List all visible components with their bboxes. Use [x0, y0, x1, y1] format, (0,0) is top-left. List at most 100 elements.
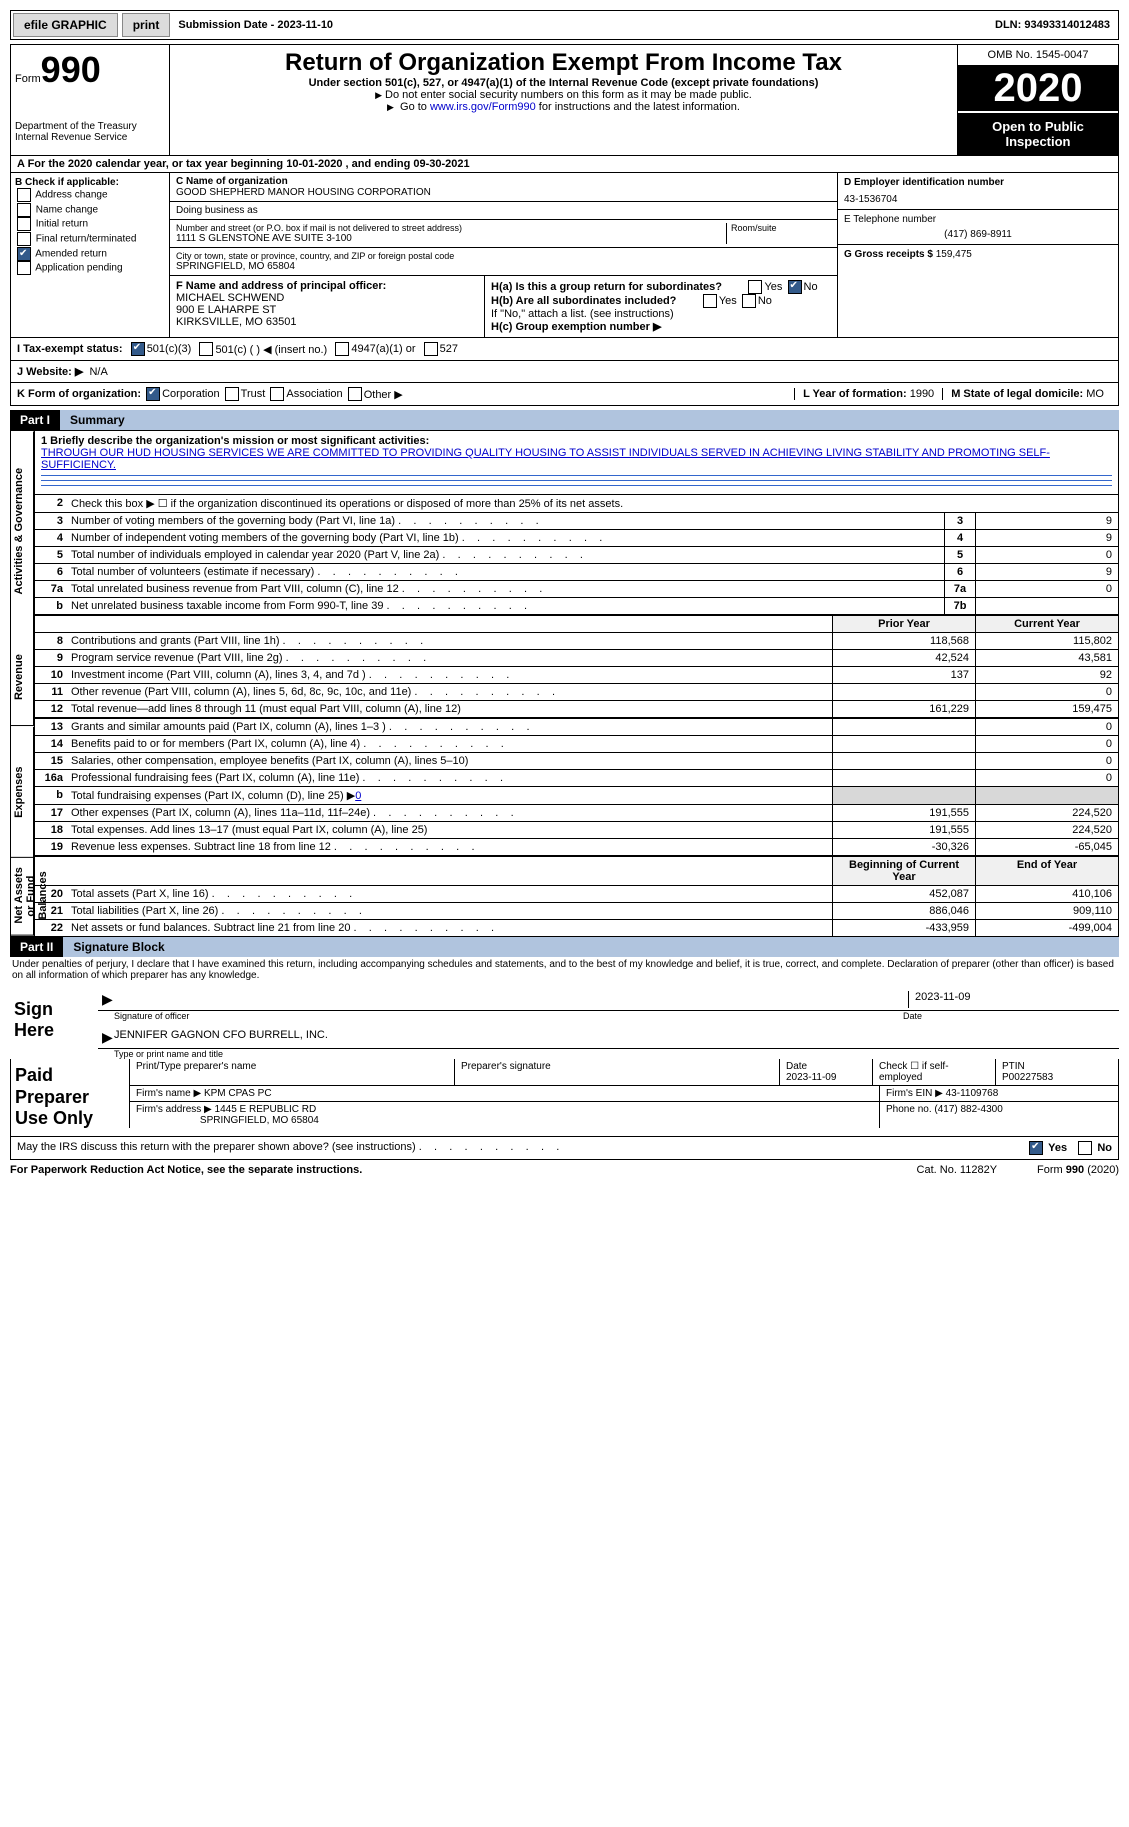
mission-text: THROUGH OUR HUD HOUSING SERVICES WE ARE …: [41, 447, 1112, 471]
line-9: 9Program service revenue (Part VIII, lin…: [35, 650, 1118, 667]
org-form-row: K Form of organization: Corporation Trus…: [10, 383, 1119, 406]
line-20: 20Total assets (Part X, line 16)452,0874…: [35, 886, 1118, 903]
col-b-header: B Check if applicable:: [15, 177, 165, 188]
firm-phone: (417) 882-4300: [934, 1104, 1002, 1115]
firm-addr2: SPRINGFIELD, MO 65804: [200, 1115, 319, 1126]
year-formation: 1990: [910, 388, 934, 400]
line-5: 5Total number of individuals employed in…: [35, 547, 1118, 564]
omb-number: OMB No. 1545-0047: [958, 45, 1118, 66]
column-c: C Name of organization GOOD SHEPHERD MAN…: [170, 173, 837, 337]
discuss-no: [1078, 1141, 1092, 1155]
line-7b: bNet unrelated business taxable income f…: [35, 598, 1118, 616]
street-address: 1111 S GLENSTONE AVE SUITE 3-100: [176, 233, 726, 244]
line-3: 3Number of voting members of the governi…: [35, 513, 1118, 530]
summary-body: Activities & Governance Revenue Expenses…: [10, 430, 1119, 937]
officer-name: MICHAEL SCHWEND: [176, 292, 478, 304]
dept-treasury: Department of the Treasury Internal Reve…: [15, 121, 165, 143]
phone-value: (417) 869-8911: [844, 229, 1112, 240]
line-13: 13Grants and similar amounts paid (Part …: [35, 719, 1118, 736]
ein-value: 43-1536704: [844, 194, 1112, 205]
line-16a: 16aProfessional fundraising fees (Part I…: [35, 770, 1118, 787]
form-header: Form990 Department of the Treasury Inter…: [10, 44, 1119, 156]
chk-name: Name change: [15, 203, 165, 218]
sig-officer-line: ▶ 2023-11-09: [98, 989, 1119, 1011]
form-subtitle: Under section 501(c), 527, or 4947(a)(1)…: [174, 77, 953, 89]
tax-status-row: I Tax-exempt status: 501(c)(3) 501(c) ( …: [10, 338, 1119, 361]
chk-trust: [225, 387, 239, 401]
chk-527: [424, 342, 438, 356]
efile-button[interactable]: efile GRAPHIC: [13, 13, 118, 37]
chk-501c3: [131, 342, 145, 356]
page-footer: For Paperwork Reduction Act Notice, see …: [10, 1160, 1119, 1180]
instr-link: Go to www.irs.gov/Form990 for instructio…: [174, 101, 953, 113]
chk-other: [348, 387, 362, 401]
line-15: 15Salaries, other compensation, employee…: [35, 753, 1118, 770]
prep-row-1: Print/Type preparer's name Preparer's si…: [129, 1059, 1118, 1086]
part1-header: Part I Summary: [10, 410, 1119, 430]
line-22: 22Net assets or fund balances. Subtract …: [35, 920, 1118, 936]
website-row: J Website: ▶ N/A: [10, 361, 1119, 383]
vtab-governance: Activities & Governance: [11, 431, 34, 630]
line-6: 6Total number of volunteers (estimate if…: [35, 564, 1118, 581]
firm-addr1: 1445 E REPUBLIC RD: [215, 1104, 317, 1115]
cat-no: Cat. No. 11282Y: [917, 1164, 998, 1176]
form-footer: Form 990 (2020): [1037, 1164, 1119, 1176]
prep-row-3: Firm's address ▶ 1445 E REPUBLIC RD SPRI…: [129, 1102, 1118, 1128]
dln-label: DLN: 93493314012483: [995, 19, 1118, 31]
hb-question: H(b) Are all subordinates included? Yes …: [491, 294, 831, 308]
open-inspection: Open to Public Inspection: [958, 113, 1118, 155]
firm-name: KPM CPAS PC: [204, 1088, 272, 1099]
chk-final: Final return/terminated: [15, 232, 165, 247]
chk-501c: [199, 342, 213, 356]
org-name: GOOD SHEPHERD MANOR HOUSING CORPORATION: [176, 187, 831, 198]
dba-row: Doing business as: [170, 202, 837, 220]
ptin-value: P00227583: [1002, 1072, 1053, 1083]
irs-link[interactable]: www.irs.gov/Form990: [430, 101, 536, 113]
sig-name-line: ▶ JENNIFER GAGNON CFO BURRELL, INC.: [98, 1027, 1119, 1049]
top-toolbar: efile GRAPHIC print Submission Date - 20…: [10, 10, 1119, 40]
prep-row-2: Firm's name ▶ KPM CPAS PC Firm's EIN ▶ 4…: [129, 1086, 1118, 1102]
chk-address: Address change: [15, 188, 165, 203]
line-17: 17Other expenses (Part IX, column (A), l…: [35, 805, 1118, 822]
hb-note: If "No," attach a list. (see instruction…: [491, 308, 831, 320]
line-11: 11Other revenue (Part VIII, column (A), …: [35, 684, 1118, 701]
vtab-revenue: Revenue: [11, 630, 34, 726]
gross-value: 159,475: [936, 249, 972, 260]
chk-corp: [146, 387, 160, 401]
paid-preparer-block: Paid Preparer Use Only Print/Type prepar…: [10, 1059, 1119, 1137]
line-19: 19Revenue less expenses. Subtract line 1…: [35, 839, 1118, 857]
part2-title: Signature Block: [63, 937, 1119, 957]
officer-label: F Name and address of principal officer:: [176, 280, 478, 292]
form-word: Form: [15, 73, 41, 85]
form-title: Return of Organization Exempt From Incom…: [174, 49, 953, 77]
discuss-row: May the IRS discuss this return with the…: [10, 1137, 1119, 1160]
chk-initial: Initial return: [15, 217, 165, 232]
form-number: 990: [41, 49, 101, 90]
officer-name-title: JENNIFER GAGNON CFO BURRELL, INC.: [114, 1029, 1115, 1046]
discuss-yes: [1029, 1141, 1043, 1155]
line-18: 18Total expenses. Add lines 13–17 (must …: [35, 822, 1118, 839]
tax-year-line: A For the 2020 calendar year, or tax yea…: [10, 156, 1119, 173]
pra-notice: For Paperwork Reduction Act Notice, see …: [10, 1164, 362, 1176]
officer-addr2: KIRKSVILLE, MO 63501: [176, 316, 478, 328]
chk-amended: Amended return: [15, 247, 165, 262]
chk-pending: Application pending: [15, 261, 165, 276]
header-center: Return of Organization Exempt From Incom…: [170, 45, 957, 155]
city-state-zip: SPRINGFIELD, MO 65804: [176, 261, 831, 272]
city-row: City or town, state or province, country…: [170, 248, 837, 275]
vtab-net-assets: Net Assets or Fund Balances: [11, 857, 34, 936]
ha-question: H(a) Is this a group return for subordin…: [491, 280, 831, 294]
line-10: 10Investment income (Part VIII, column (…: [35, 667, 1118, 684]
hc-question: H(c) Group exemption number ▶: [491, 320, 831, 333]
line-12: 12Total revenue—add lines 8 through 11 (…: [35, 701, 1118, 719]
phone-cell: E Telephone number (417) 869-8911: [838, 210, 1118, 245]
header-left: Form990 Department of the Treasury Inter…: [11, 45, 170, 155]
vtab-expenses: Expenses: [11, 727, 34, 858]
line-4: 4Number of independent voting members of…: [35, 530, 1118, 547]
summary-content: 1 Briefly describe the organization's mi…: [35, 431, 1118, 936]
print-button[interactable]: print: [122, 13, 171, 37]
mission-block: 1 Briefly describe the organization's mi…: [35, 431, 1118, 495]
line-8: 8Contributions and grants (Part VIII, li…: [35, 633, 1118, 650]
line-14: 14Benefits paid to or for members (Part …: [35, 736, 1118, 753]
line-2: 2Check this box ▶ ☐ if the organization …: [35, 495, 1118, 513]
